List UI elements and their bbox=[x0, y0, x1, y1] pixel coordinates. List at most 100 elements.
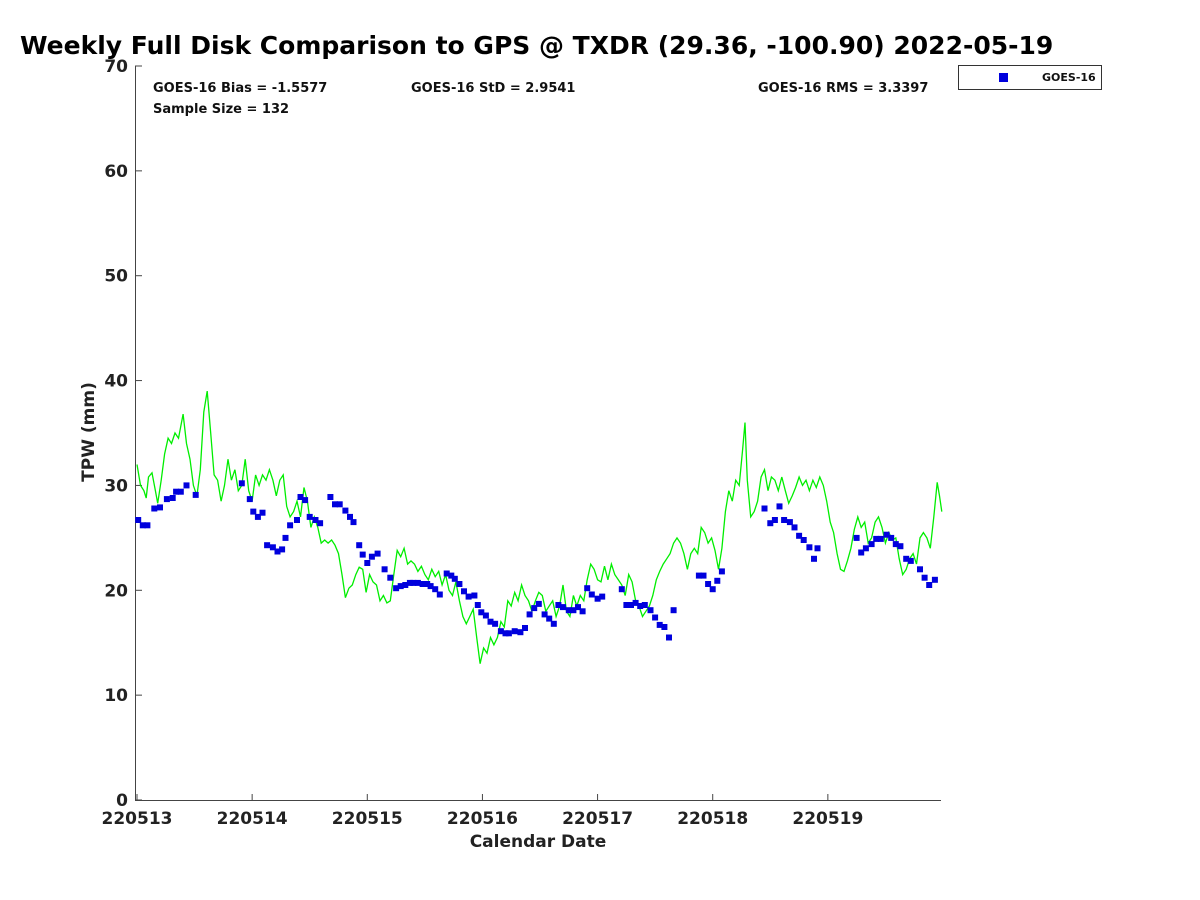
goes-16-point bbox=[183, 482, 190, 489]
goes-16-point bbox=[238, 480, 245, 487]
goes-16-point bbox=[917, 566, 923, 573]
goes-16-point bbox=[791, 524, 798, 531]
goes-16-point bbox=[862, 545, 869, 552]
goes-16-point bbox=[700, 572, 707, 579]
goes-16-point bbox=[327, 494, 334, 500]
goes-16-point bbox=[282, 534, 289, 541]
goes-16-point bbox=[264, 542, 271, 549]
goes-16-point bbox=[356, 542, 363, 549]
goes-16-point bbox=[387, 574, 394, 581]
goes-16-point bbox=[419, 581, 426, 587]
goes-16-point bbox=[169, 495, 176, 501]
goes-16-point bbox=[306, 513, 313, 520]
goes-16-point bbox=[410, 579, 417, 586]
y-tick-label: 70 bbox=[104, 57, 128, 77]
goes-16-point bbox=[599, 593, 606, 600]
goes-16-point bbox=[347, 513, 353, 520]
legend-marker-goes-16 bbox=[999, 73, 1008, 82]
goes-16-point bbox=[279, 546, 286, 553]
goes-16-point bbox=[332, 501, 338, 508]
goes-16-point bbox=[632, 599, 639, 606]
goes-16-point bbox=[575, 604, 581, 611]
plot-area: 0 10 20 30 40 50 60 70 220513 220514 220515 220516… bbox=[102, 57, 943, 829]
goes-16-point bbox=[474, 602, 481, 608]
goes-16-point bbox=[666, 634, 672, 641]
goes-16-point bbox=[931, 576, 938, 583]
goes-16-point bbox=[177, 488, 184, 495]
y-tick-label: 0 bbox=[116, 791, 128, 811]
goes-16-point bbox=[317, 520, 324, 527]
goes-16-point bbox=[796, 532, 803, 539]
goes-16-point bbox=[368, 553, 375, 560]
goes-16-point bbox=[771, 517, 778, 523]
goes-16-point bbox=[393, 585, 400, 592]
goes-16-point bbox=[800, 537, 807, 543]
goes-16-point bbox=[888, 534, 895, 541]
y-tick-label: 60 bbox=[104, 162, 128, 182]
goes-16-point bbox=[786, 519, 793, 526]
goes-16-point bbox=[647, 607, 654, 614]
goes-16-point bbox=[297, 494, 304, 500]
goes-16-point bbox=[628, 602, 634, 608]
goes-16-point bbox=[135, 517, 142, 523]
goes-16-point bbox=[294, 517, 300, 523]
goes-16-point bbox=[907, 557, 914, 564]
y-ticks: 0 10 20 30 40 50 60 70 bbox=[104, 57, 142, 811]
x-axis-label: Calendar Date bbox=[470, 832, 607, 852]
goes-16-point bbox=[705, 581, 712, 587]
legend: GOES-16 bbox=[958, 65, 1102, 90]
goes-16-point bbox=[546, 615, 553, 622]
goes-16-point bbox=[342, 507, 349, 514]
goes-16-point bbox=[535, 600, 542, 607]
goes-16-point bbox=[883, 531, 890, 538]
goes-16-point bbox=[302, 497, 309, 504]
goes-16-point bbox=[618, 586, 625, 593]
goes-16-point bbox=[374, 550, 381, 557]
legend-box bbox=[958, 65, 1102, 90]
goes-16-point bbox=[436, 591, 443, 598]
goes-16-point bbox=[482, 612, 489, 619]
goes-16-point bbox=[336, 501, 343, 508]
goes-16-point bbox=[151, 505, 158, 512]
x-tick-label: 220519 bbox=[792, 809, 863, 829]
x-tick-label: 220513 bbox=[102, 809, 173, 829]
goes-16-point bbox=[274, 548, 281, 555]
y-tick-label: 10 bbox=[104, 686, 128, 706]
goes-16-point bbox=[661, 624, 668, 630]
goes-16-point bbox=[877, 535, 884, 542]
goes-16-point bbox=[312, 517, 319, 523]
goes-16-point bbox=[776, 503, 783, 510]
goes-16-point bbox=[637, 603, 644, 609]
goes-16-point bbox=[511, 628, 518, 635]
goes-16-point bbox=[497, 628, 504, 635]
goes-16-point bbox=[579, 608, 586, 615]
goes-16-point bbox=[364, 560, 371, 566]
goes-16-series-points bbox=[135, 480, 938, 641]
y-axis-label: TPW (mm) bbox=[79, 382, 99, 482]
goes-16-point bbox=[517, 629, 524, 636]
goes-16-point bbox=[806, 544, 813, 551]
goes-16-point bbox=[522, 625, 528, 631]
goes-16-point bbox=[550, 620, 557, 627]
goes-16-point bbox=[144, 522, 151, 529]
goes-16-point bbox=[269, 544, 276, 551]
goes-16-point bbox=[858, 549, 865, 556]
goes-16-point bbox=[448, 572, 455, 579]
goes-16-point bbox=[526, 611, 533, 618]
goes-16-point bbox=[246, 496, 253, 503]
x-tick-label: 220517 bbox=[562, 809, 633, 829]
goes-16-point bbox=[487, 618, 494, 625]
goes-16-point bbox=[718, 568, 725, 575]
goes-16-point bbox=[139, 522, 146, 529]
bias-stat: GOES-16 Bias = -1.5577 bbox=[153, 81, 327, 96]
goes-16-point bbox=[397, 583, 404, 590]
goes-16-point bbox=[381, 566, 388, 573]
goes-16-point bbox=[505, 630, 512, 637]
goes-16-point bbox=[502, 630, 509, 637]
goes-16-point bbox=[471, 592, 478, 599]
goes-16-point bbox=[565, 607, 572, 614]
goes-16-point bbox=[560, 604, 566, 611]
goes-16-point bbox=[714, 577, 721, 584]
